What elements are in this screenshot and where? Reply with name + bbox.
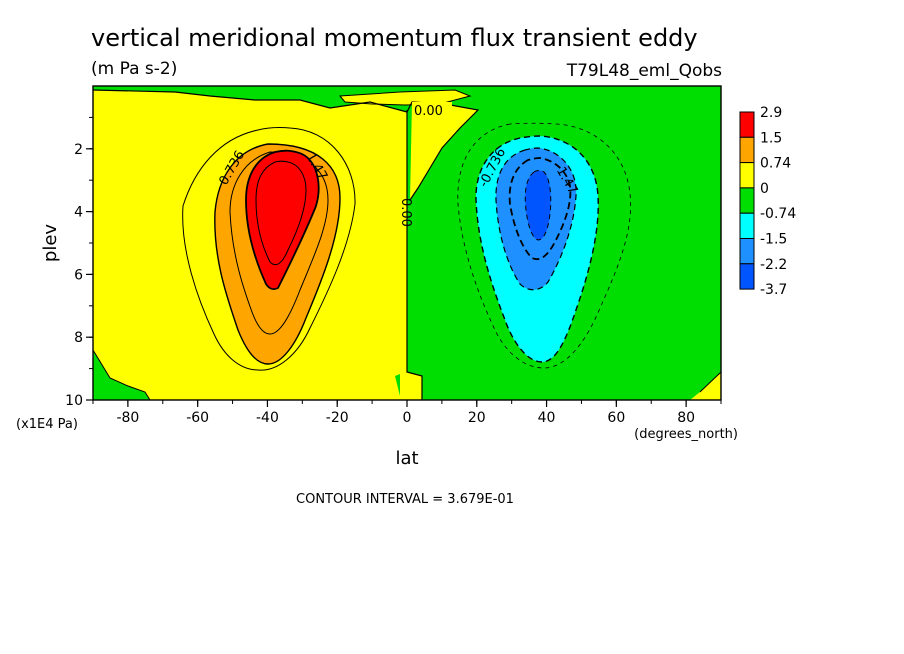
- x-tick-label: 0: [403, 410, 412, 426]
- field-green-equator: [395, 374, 400, 396]
- legend-label: 0: [760, 181, 769, 197]
- legend-label: -0.74: [760, 206, 796, 222]
- legend-swatch: [739, 111, 755, 138]
- legend-swatch: [739, 187, 755, 214]
- x-units-label: (degrees_north): [634, 427, 738, 442]
- contour-label: 0.00: [414, 104, 443, 119]
- contour-interval: CONTOUR INTERVAL = 3.679E-01: [296, 492, 514, 507]
- legend-swatch: [739, 263, 755, 290]
- x-axis-label: lat: [395, 448, 418, 469]
- zero-contour: [406, 110, 423, 400]
- lobe-north-outer: [457, 122, 631, 369]
- lobe-south-110: [229, 151, 329, 335]
- y-tick-label: 2: [74, 142, 83, 158]
- contour-label: 0.00: [398, 198, 413, 227]
- x-tick-label: -20: [326, 410, 349, 426]
- zero-contour-northeast: [699, 371, 721, 393]
- lobe-north-147: [508, 157, 572, 261]
- lobe-south-147: [245, 149, 320, 291]
- chart-title: vertical meridional momentum flux transi…: [91, 24, 698, 52]
- x-axis: -80 -60 -40 -20 0 20 40 60 80: [92, 400, 722, 426]
- y-tick-label: 10: [65, 393, 83, 409]
- color-legend: 2.9 1.5 0.74 0 -0.74 -1.5 -2.2 -3.7: [739, 105, 796, 298]
- lobe-north-core: [524, 170, 552, 241]
- y-tick-label: 4: [74, 205, 83, 221]
- field-yellow-northeast: [690, 372, 721, 400]
- legend-label: -2.2: [760, 257, 787, 273]
- units-label: (m Pa s-2): [91, 59, 177, 79]
- legend-label: 1.5: [760, 130, 782, 146]
- x-tick-label: -60: [186, 410, 209, 426]
- lobe-south-outer: [182, 127, 356, 371]
- x-tick-label: 60: [607, 410, 625, 426]
- y-axis: 2 4 6 8 10: [65, 116, 93, 409]
- legend-swatch: [739, 136, 755, 164]
- x-tick-label: -80: [116, 410, 139, 426]
- legend-label: 2.9: [760, 105, 782, 121]
- zero-contour-southwest: [93, 349, 151, 400]
- field-yellow-top-strip: [340, 90, 470, 105]
- y-tick-label: 8: [74, 330, 83, 346]
- x-tick-label: 20: [468, 410, 486, 426]
- legend-swatch: [739, 212, 755, 239]
- y-units-label: (x1E4 Pa): [16, 417, 78, 432]
- x-tick-label: 80: [677, 410, 695, 426]
- zero-contour-top: [93, 89, 480, 201]
- lobe-south-184: [255, 160, 307, 266]
- legend-label: -1.5: [760, 232, 787, 248]
- x-tick-label: 40: [538, 410, 556, 426]
- field-green-southwest: [93, 350, 150, 400]
- run-label: T79L48_eml_Qobs: [566, 61, 722, 81]
- legend-label: -3.7: [760, 282, 787, 298]
- x-tick-label: -40: [256, 410, 279, 426]
- legend-swatch: [739, 238, 755, 265]
- y-tick-label: 6: [74, 267, 83, 283]
- legend-swatch: [739, 162, 755, 189]
- plot-area: [93, 86, 721, 400]
- y-axis-label: plev: [40, 224, 61, 263]
- legend-label: 0.74: [760, 156, 791, 172]
